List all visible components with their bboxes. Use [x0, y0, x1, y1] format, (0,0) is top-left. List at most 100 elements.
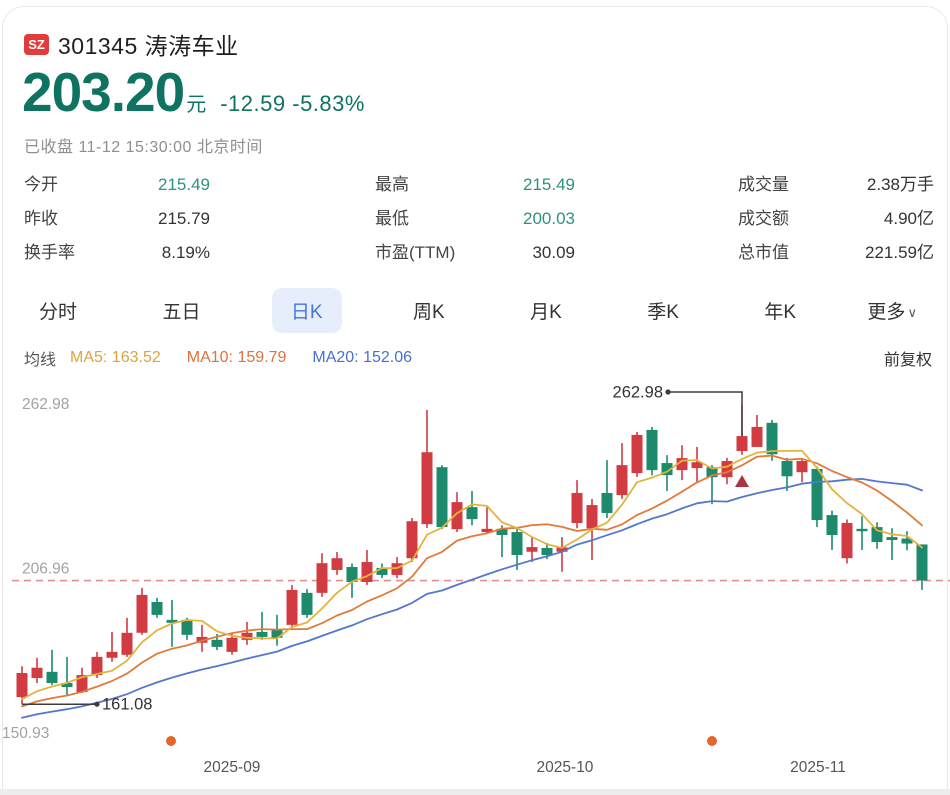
candle-body — [826, 515, 838, 536]
candle-body — [271, 629, 283, 638]
candle-body — [241, 632, 253, 640]
candle-body — [316, 563, 328, 593]
ma-prefix-label: 均线 — [24, 352, 57, 369]
stat-value: 215.49 — [158, 175, 210, 194]
current-price: 203.20 — [22, 61, 185, 123]
candle-body — [601, 493, 613, 513]
candle-body — [46, 671, 58, 683]
triangle-marker-icon — [735, 475, 749, 488]
ma10-value: MA10: 159.79 — [186, 349, 287, 366]
stat-value: 2.38万手 — [866, 175, 934, 194]
stat-market-cap: 总市值 221.59亿 — [738, 242, 934, 264]
candle-body — [226, 637, 238, 652]
candle-body — [451, 502, 463, 530]
candle-body — [16, 673, 28, 698]
stat-label: 今开 — [24, 175, 58, 194]
candle-body — [616, 465, 628, 496]
tab-weekly-k[interactable]: 周K — [412, 302, 445, 323]
stock-header: SZ 301345 涛涛车业 — [24, 27, 239, 61]
adjust-mode-button[interactable]: 前复权 — [883, 352, 932, 369]
candle-body — [136, 594, 148, 633]
candle-body — [901, 538, 913, 544]
stat-high: 最高 215.49 — [375, 174, 575, 196]
candle-body — [166, 619, 178, 623]
candle-body — [541, 547, 553, 555]
candle-body — [526, 547, 538, 552]
x-axis-label: 2025-11 — [790, 759, 846, 776]
price-row: 203.20 元 -12.59 -5.83% — [22, 62, 365, 123]
candle-body — [856, 528, 868, 532]
stat-value: 8.19% — [161, 243, 210, 262]
candle-body — [211, 639, 223, 647]
x-axis-label: 2025-10 — [537, 759, 594, 776]
candle-body — [331, 558, 343, 570]
stat-label: 换手率 — [24, 243, 75, 262]
period-tabs: 分时 五日 日K 周K 月K 季K 年K 更多 ∨ — [25, 288, 917, 333]
low-annotation-dot — [94, 701, 100, 707]
candle-body — [751, 426, 763, 447]
candle-body — [346, 567, 358, 582]
candle-body — [106, 651, 118, 658]
candle-body — [301, 592, 313, 615]
candle-body — [556, 547, 568, 552]
tab-yearly-k[interactable]: 年K — [764, 302, 796, 323]
candle-body — [691, 462, 703, 469]
stat-value: 215.79 — [158, 209, 210, 228]
candle-body — [361, 562, 373, 582]
candle-body — [256, 631, 268, 637]
candle-body — [76, 675, 88, 693]
candle-body — [406, 521, 418, 559]
candle-body — [121, 632, 133, 655]
price-unit: 元 — [186, 94, 207, 116]
candle-body — [916, 544, 928, 581]
kline-chart-area: 262.98 206.96 150.93 161.08 262.98 2025-09 202… — [0, 380, 950, 795]
ma20-value: MA20: 152.06 — [312, 349, 412, 366]
candle-body — [286, 589, 298, 625]
tab-monthly-k[interactable]: 月K — [530, 302, 562, 323]
stat-value: 4.90亿 — [883, 209, 934, 228]
stat-label: 市盈(TTM) — [375, 243, 456, 262]
candle-body — [391, 563, 403, 575]
high-annotation-line — [668, 391, 743, 437]
tab-minute[interactable]: 分时 — [39, 302, 78, 323]
tab-daily-k[interactable]: 日K — [271, 288, 342, 333]
candle-body — [841, 522, 853, 559]
low-annotation-label: 161.08 — [102, 696, 152, 714]
market-status: 已收盘 11-12 15:30:00 北京时间 — [24, 139, 263, 156]
y-axis-label: 206.96 — [22, 561, 69, 578]
candle-body — [796, 461, 808, 473]
event-dot-icon — [707, 736, 717, 746]
candle-body — [436, 467, 448, 528]
kline-chart[interactable]: 262.98 206.96 150.93 161.08 262.98 2025-09 202… — [0, 380, 950, 795]
stat-open: 今开 215.49 — [24, 174, 210, 196]
ma5-value: MA5: 163.52 — [70, 349, 161, 366]
high-annotation-dot — [665, 389, 671, 395]
candle-body — [661, 463, 673, 476]
x-axis-label: 2025-09 — [204, 759, 261, 776]
ma20-line — [21, 478, 923, 719]
tab-five-day[interactable]: 五日 — [162, 302, 201, 323]
stat-value: 200.03 — [523, 209, 575, 228]
y-axis-label: 150.93 — [2, 725, 49, 742]
ma-legend: 均线 MA5: 163.52 MA10: 159.79 MA20: 152.06… — [24, 346, 932, 370]
candle-body — [421, 452, 433, 525]
chevron-down-icon: ∨ — [907, 304, 917, 320]
candle-body — [466, 507, 478, 520]
candle-body — [646, 429, 658, 471]
candle-body — [151, 601, 163, 615]
bottom-strip — [0, 789, 950, 795]
candle-body — [871, 527, 883, 543]
candle-body — [631, 434, 643, 474]
candle-body — [781, 461, 793, 477]
tab-quarterly-k[interactable]: 季K — [647, 302, 679, 323]
more-button[interactable]: 更多 ∨ — [867, 297, 917, 324]
candle-body — [196, 636, 208, 643]
stat-amount: 成交额 4.90亿 — [738, 208, 934, 230]
candle-body — [676, 458, 688, 471]
candle-body — [766, 422, 778, 455]
candle-body — [706, 467, 718, 478]
more-label: 更多 — [867, 302, 906, 323]
stat-volume: 成交量 2.38万手 — [738, 174, 934, 196]
stock-code-name: 301345 涛涛车业 — [58, 33, 239, 59]
